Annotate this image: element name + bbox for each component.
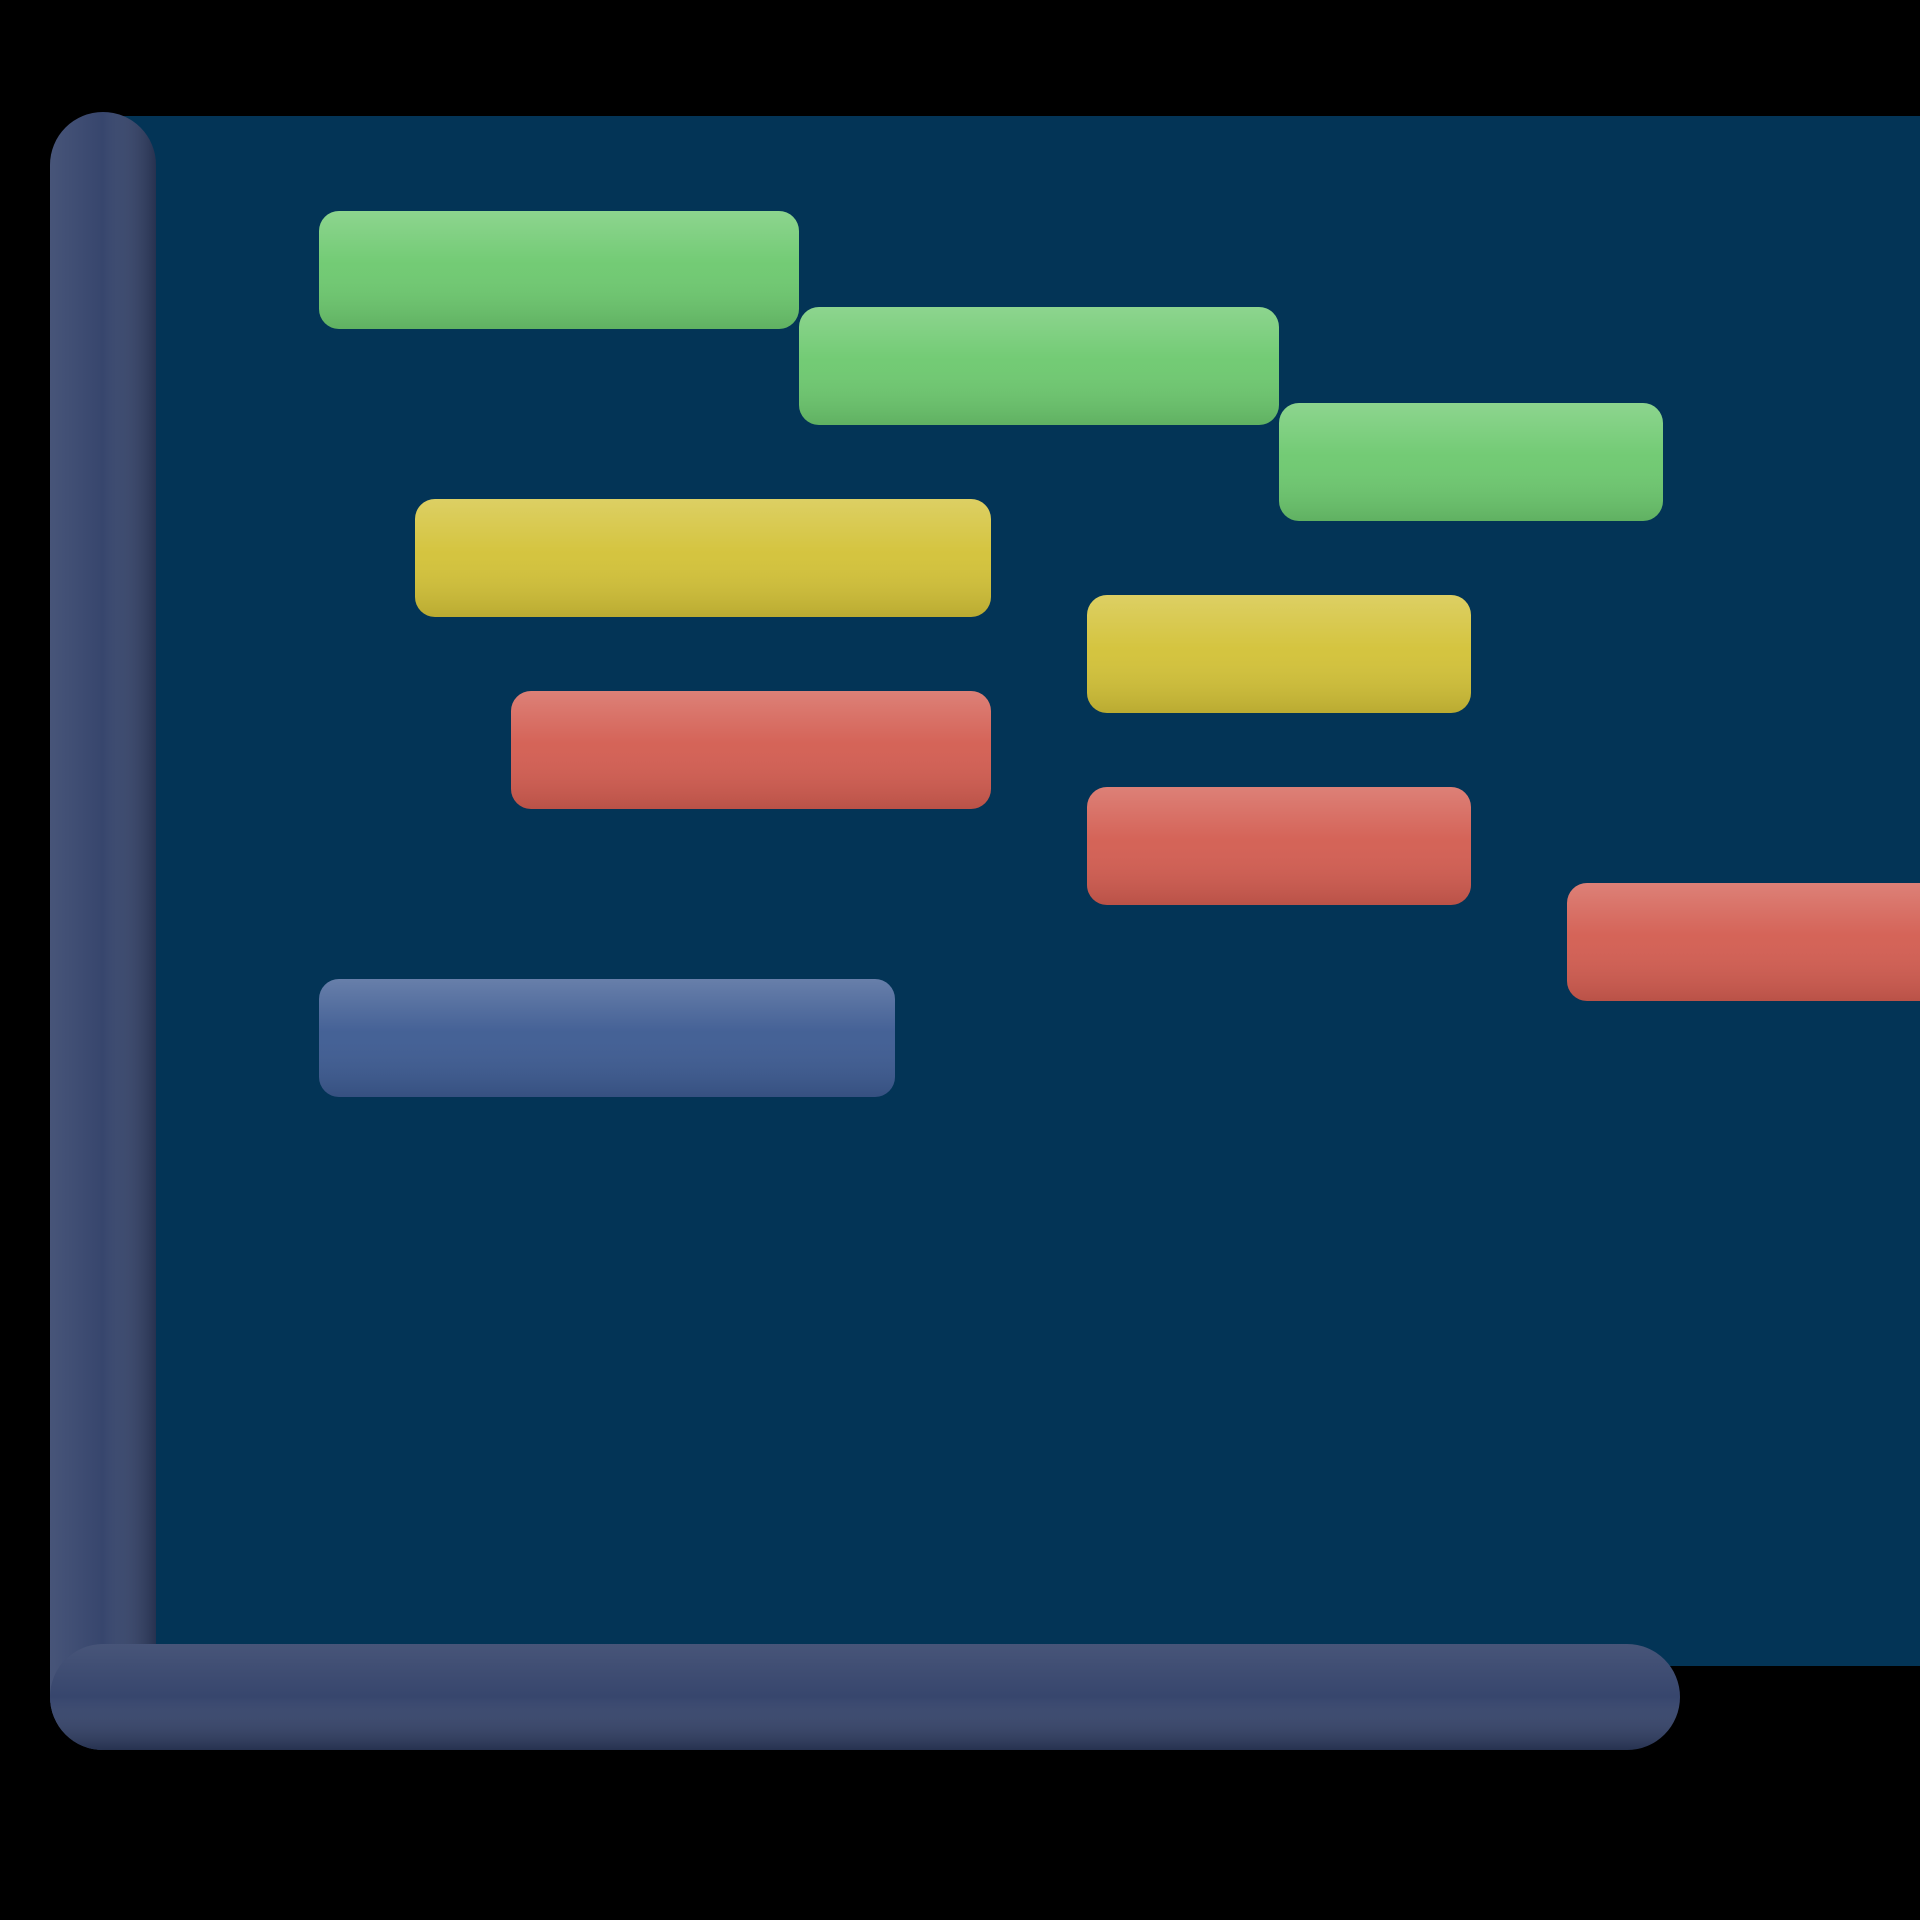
- task-bar-sheen-1: [319, 211, 799, 329]
- task-bars: [319, 211, 1920, 1097]
- chart-axes: [50, 112, 1680, 1750]
- task-bar-sheen-5: [1087, 595, 1471, 713]
- task-bar-sheen-7: [1087, 787, 1471, 905]
- task-bar-sheen-2: [799, 307, 1279, 425]
- task-bar-sheen-8: [1567, 883, 1920, 1001]
- x-axis-sheen: [50, 1644, 1680, 1750]
- task-bar-sheen-6: [511, 691, 991, 809]
- task-bar-sheen-4: [415, 499, 991, 617]
- task-bar-sheen-3: [1279, 403, 1663, 521]
- task-bar-sheen-9: [319, 979, 895, 1097]
- y-axis-sheen: [50, 112, 156, 1750]
